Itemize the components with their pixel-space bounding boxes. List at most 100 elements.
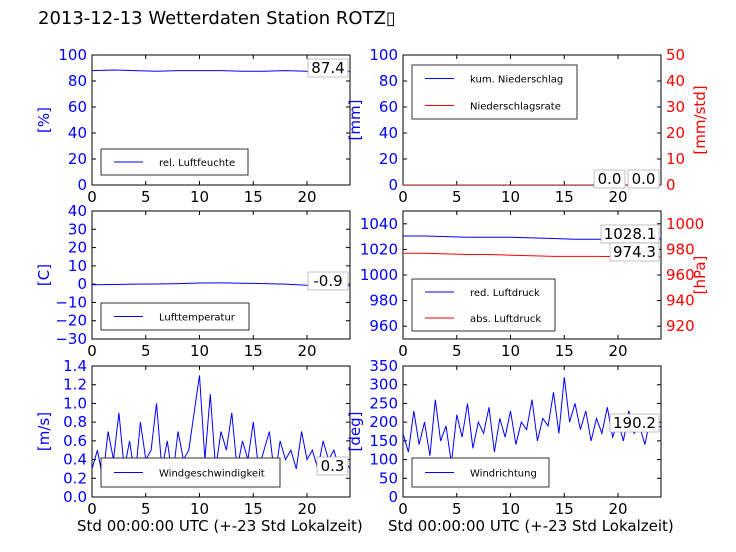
y-tick-label-right: 50: [666, 46, 685, 64]
current-value-box: [316, 456, 349, 476]
y-tick-label-right: 960: [666, 266, 695, 284]
x-tick-label: 10: [190, 342, 209, 360]
y-tick-label: 50: [379, 469, 398, 487]
current-value: 190.2: [613, 414, 656, 432]
legend-box: [100, 302, 250, 331]
y-axis-label: [deg]: [346, 412, 364, 452]
y-tick-label: 100: [58, 46, 87, 64]
y-tick-label: 150: [369, 432, 398, 450]
panel-windspeed: 0 5 10 15 20 0.00.20.40.60.81.01.21.4 [m/s] Win…: [35, 357, 351, 518]
x-tick-label: 0: [398, 500, 408, 518]
y-tick-label-right: 940: [666, 292, 695, 310]
series-line-temperature: [92, 282, 350, 287]
x-tick-label: 0: [87, 500, 97, 518]
y-tick-label: 960: [369, 317, 398, 335]
y-tick-label: 1020: [360, 240, 398, 258]
legend-label: Windrichtung: [470, 469, 537, 480]
y-tick-label: 0.0: [63, 488, 87, 506]
legend-label: red. Luftdruck: [470, 288, 540, 299]
current-value: 87.4: [311, 59, 344, 77]
y-tick-label: 40: [379, 124, 398, 142]
x-tick-label: 15: [244, 500, 263, 518]
x-axis-title-right: Std 00:00:00 UTC (+-23 Std Lokalzeit): [388, 517, 674, 535]
current-value-box: [609, 413, 660, 433]
current-value-box: [307, 271, 349, 291]
current-value-right-box: [609, 242, 660, 262]
x-tick-label: 5: [141, 342, 151, 360]
y-tick-label: 10: [68, 257, 87, 275]
y-tick-label: 80: [68, 72, 87, 90]
x-tick-label: 10: [190, 188, 209, 206]
y-tick-label: 1040: [360, 215, 398, 233]
panel-pressure: 0 5 10 15 20 960 980 1000 1020 1040 920 940 960 980 10…: [360, 210, 709, 360]
x-tick-label: 5: [141, 188, 151, 206]
y-tick-label-right: 40: [666, 72, 685, 90]
legend-label: abs. Luftdruck: [470, 314, 541, 325]
legend-label: Lufttemperatur: [159, 313, 236, 324]
x-tick-label: 20: [608, 500, 627, 518]
y-tick-label-right: 0: [666, 176, 676, 194]
current-value: 0.0: [632, 170, 656, 188]
y-tick-label: 0: [388, 176, 398, 194]
current-value-right-box: [593, 169, 626, 189]
x-tick-label: 0: [398, 342, 408, 360]
current-value: 0.3: [321, 457, 345, 475]
y-tick-label: 80: [379, 72, 398, 90]
x-tick-label: 10: [501, 500, 520, 518]
series-line-humidity: [92, 69, 350, 72]
y-tick-label: 60: [68, 98, 87, 116]
current-value-box: [307, 58, 349, 78]
y-tick-label: 0.6: [63, 432, 87, 450]
panel-temperature: 0 5 10 15 20−30−20−10010203040[C]Lufttempera…: [35, 202, 351, 360]
y-tick-label: 1.4: [63, 357, 87, 375]
y-tick-label: 20: [68, 150, 87, 168]
legend-box: [411, 64, 578, 120]
x-axis-title-left: Std 00:00:00 UTC (+-23 Std Lokalzeit): [77, 517, 363, 535]
y-tick-label: −30: [55, 330, 87, 348]
x-tick-label: 0: [398, 188, 408, 206]
x-tick-label: 5: [452, 188, 462, 206]
legend-label: Windgeschwindigkeit: [159, 469, 265, 480]
y-tick-label-right: 10: [666, 150, 685, 168]
panel-humidity: 0 5 10 15 20 0 20 40 60 80 100 [%] rel. Luftfeuchte 8…: [35, 46, 351, 206]
x-tick-label: 10: [501, 188, 520, 206]
x-tick-label: 20: [608, 188, 627, 206]
legend-label: Niederschlagsrate: [470, 102, 561, 113]
x-tick-label: 15: [244, 342, 263, 360]
y-tick-label: 0.8: [63, 413, 87, 431]
panel-precipitation: 0 5 10 15 20 0 20 40 60 80 100 0 10 20 30 40 50 [mm] [mm/s…: [346, 46, 709, 206]
y-axis-label-right: [hPa]: [691, 256, 709, 295]
x-tick-label: 5: [452, 500, 462, 518]
y-tick-label-right: 20: [666, 124, 685, 142]
y-tick-label: 980: [369, 292, 398, 310]
y-tick-label: 1.0: [63, 394, 87, 412]
y-tick-label: 200: [369, 413, 398, 431]
y-tick-label: 0: [388, 488, 398, 506]
x-tick-label: 5: [452, 342, 462, 360]
legend-label: rel. Luftfeuchte: [159, 158, 235, 169]
x-tick-label: 20: [297, 500, 316, 518]
y-tick-label: 20: [68, 239, 87, 257]
x-tick-label: 15: [555, 500, 574, 518]
y-axis-label: [m/s]: [35, 412, 53, 451]
x-tick-label: 15: [555, 188, 574, 206]
y-tick-label-right: 1000: [666, 215, 704, 233]
y-tick-label: 250: [369, 394, 398, 412]
y-tick-label: 0.2: [63, 469, 87, 487]
y-tick-label: 1000: [360, 266, 398, 284]
x-tick-label: 10: [190, 500, 209, 518]
y-tick-label-right: 980: [666, 240, 695, 258]
panel-winddirection: 0 5 10 15 20050100150200250300350[deg]Windri…: [346, 357, 662, 518]
y-tick-label: −20: [55, 312, 87, 330]
y-axis-label: [mm]: [346, 100, 364, 141]
x-tick-label: 20: [297, 188, 316, 206]
y-axis-label: [%]: [35, 107, 53, 133]
current-value-right: 0.0: [598, 170, 622, 188]
current-value-box: [627, 169, 660, 189]
y-tick-label: 30: [68, 220, 87, 238]
current-value: 1028.1: [604, 225, 657, 243]
y-tick-label: −10: [55, 293, 87, 311]
legend-box: [411, 278, 556, 332]
legend-label: kum. Niederschlag: [470, 75, 563, 86]
